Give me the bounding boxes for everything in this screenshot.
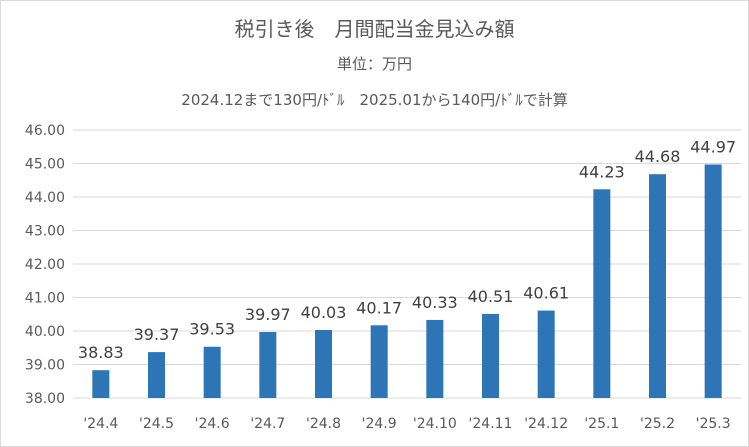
chart-note: 2024.12まで130円/ﾄﾞﾙ 2025.01から140円/ﾄﾞﾙで計算 bbox=[181, 91, 568, 109]
x-tick-label: '24.8 bbox=[306, 416, 341, 432]
x-tick-label: '25.1 bbox=[584, 416, 619, 432]
y-tick-label: 46.00 bbox=[25, 123, 65, 139]
x-tick-label: '24.6 bbox=[195, 416, 230, 432]
bar bbox=[92, 370, 110, 398]
x-tick-label: '24.4 bbox=[83, 416, 118, 432]
bar bbox=[593, 189, 611, 398]
bar bbox=[315, 329, 332, 398]
data-label: 39.97 bbox=[245, 305, 291, 324]
data-label: 44.97 bbox=[690, 138, 736, 157]
x-tick-label: '25.3 bbox=[696, 416, 731, 432]
chart-subtitle: 単位：万円 bbox=[336, 55, 412, 73]
y-tick-label: 38.00 bbox=[25, 391, 65, 407]
data-label: 39.37 bbox=[134, 325, 180, 344]
bar bbox=[537, 310, 555, 398]
x-tick-label: '24.5 bbox=[139, 416, 174, 432]
bar bbox=[148, 352, 165, 398]
bar bbox=[203, 346, 221, 398]
bar bbox=[259, 332, 277, 398]
x-tick-label: '24.9 bbox=[362, 416, 397, 432]
y-tick-label: 45.00 bbox=[25, 157, 65, 173]
data-label: 39.53 bbox=[189, 320, 235, 339]
data-label: 40.51 bbox=[468, 287, 514, 306]
data-label: 40.33 bbox=[412, 293, 458, 312]
data-label: 40.03 bbox=[301, 303, 347, 322]
y-tick-label: 44.00 bbox=[25, 190, 65, 206]
y-tick-label: 41.00 bbox=[25, 291, 65, 307]
x-tick-label: '25.2 bbox=[640, 416, 675, 432]
y-tick-label: 39.00 bbox=[25, 358, 65, 374]
y-tick-label: 40.00 bbox=[25, 324, 65, 340]
x-tick-label: '24.11 bbox=[469, 416, 513, 432]
bar bbox=[704, 164, 722, 398]
data-label: 40.61 bbox=[523, 284, 569, 303]
x-tick-label: '24.12 bbox=[524, 416, 568, 432]
bar bbox=[370, 325, 388, 398]
data-label: 44.68 bbox=[635, 147, 681, 166]
y-tick-label: 43.00 bbox=[25, 224, 65, 240]
bar bbox=[426, 319, 444, 398]
y-tick-label: 42.00 bbox=[25, 257, 65, 273]
chart-title: 税引き後 月間配当金見込み額 bbox=[234, 17, 515, 41]
bar bbox=[482, 313, 499, 398]
data-label: 44.23 bbox=[579, 162, 625, 181]
x-tick-label: '24.7 bbox=[250, 416, 285, 432]
bar bbox=[649, 174, 666, 398]
data-label: 38.83 bbox=[78, 343, 124, 362]
x-tick-label: '24.10 bbox=[413, 416, 457, 432]
data-label: 40.17 bbox=[356, 298, 402, 317]
